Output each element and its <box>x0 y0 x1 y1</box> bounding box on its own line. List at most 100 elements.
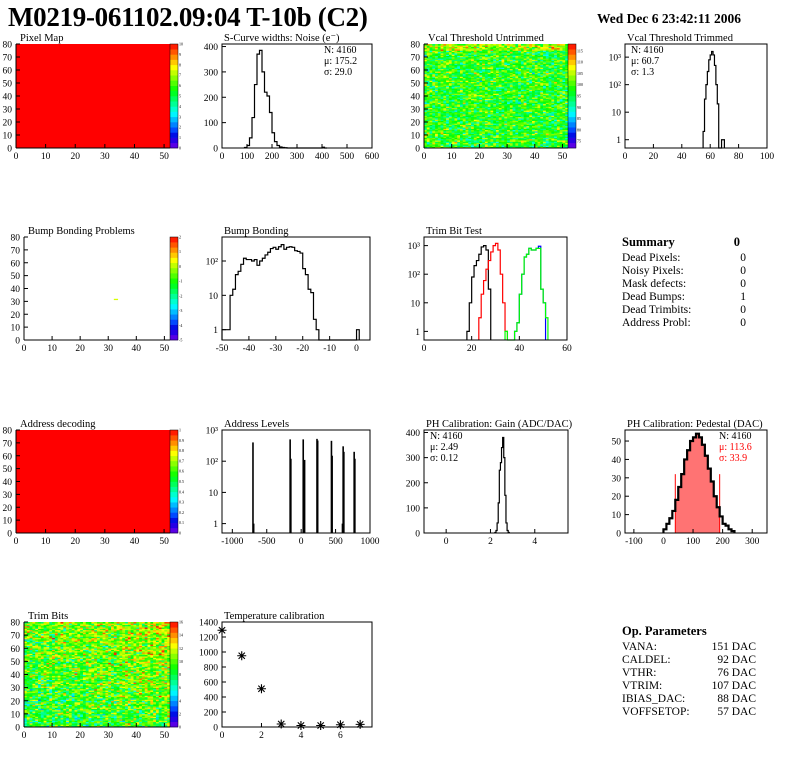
heatmap-cell <box>443 112 447 115</box>
heatmap-cell <box>484 112 488 115</box>
heatmap-cell <box>465 73 469 76</box>
heatmap-cell <box>548 46 552 49</box>
stats-line: N: 4160 <box>719 431 752 442</box>
heatmap-cell <box>501 96 505 98</box>
heatmap-cell <box>518 125 522 128</box>
heatmap-cell <box>512 47 516 50</box>
heatmap-cell <box>446 102 450 105</box>
heatmap-cell <box>496 124 500 127</box>
heatmap-cell <box>448 71 452 73</box>
palette-segment <box>170 96 178 102</box>
heatmap-cell <box>526 124 530 127</box>
heatmap-cell <box>448 44 452 46</box>
heatmap-cell <box>468 71 472 73</box>
heatmap-cell <box>559 94 563 97</box>
heatmap-cell <box>460 64 464 67</box>
palette-segment <box>170 137 178 144</box>
palette-segment <box>568 111 576 118</box>
heatmap-cell <box>432 93 436 95</box>
heatmap-cell <box>532 80 536 82</box>
heatmap-cell <box>554 142 558 145</box>
heatmap-cell <box>543 58 547 60</box>
heatmap-cell <box>482 106 486 108</box>
heatmap-cell <box>507 120 511 123</box>
heatmap-cell <box>529 67 533 69</box>
heatmap-cell <box>435 125 439 128</box>
palette-tick-label: 1 <box>179 249 181 254</box>
heatmap-cell <box>520 66 524 68</box>
heatmap-cell <box>556 141 560 144</box>
heatmap-cell <box>473 118 477 120</box>
heatmap-cell <box>534 127 538 129</box>
heatmap-cell <box>32 711 36 713</box>
heatmap-cell <box>504 141 508 144</box>
palette-tick-label: 0.1 <box>179 520 184 525</box>
heatmap-cell <box>476 120 480 123</box>
heatmap-cell <box>435 44 439 46</box>
heatmap-cell <box>540 49 544 51</box>
heatmap-cell <box>493 92 497 94</box>
heatmap-cell <box>440 114 444 116</box>
heatmap-cell <box>507 67 511 69</box>
heatmap-cell <box>543 83 547 85</box>
heatmap-cell <box>518 133 522 136</box>
heatmap-cell <box>446 72 450 75</box>
heatmap-cell <box>545 60 549 63</box>
heatmap-cell <box>540 110 544 112</box>
heatmap-cell <box>451 50 455 53</box>
heatmap-cell <box>435 115 439 118</box>
heatmap-cell <box>504 83 508 85</box>
heatmap-cell <box>523 88 527 90</box>
heatmap-cell <box>26 649 30 652</box>
heatmap-cell <box>437 135 441 137</box>
heatmap-cell <box>504 135 508 137</box>
heatmap-cell <box>509 93 513 95</box>
heatmap-cell <box>551 58 555 60</box>
heatmap-cell <box>468 55 472 58</box>
heatmap-cell <box>559 86 563 89</box>
heatmap-cell <box>518 76 522 79</box>
heatmap-cell <box>457 145 461 147</box>
heatmap-cell <box>526 55 530 58</box>
heatmap-cell <box>543 77 547 80</box>
heatmap-cell <box>448 55 452 58</box>
heatmap-cell <box>512 135 516 137</box>
heatmap-cell <box>512 138 516 141</box>
heatmap-cell <box>429 142 433 145</box>
heatmap-cell <box>432 55 436 58</box>
heatmap-cell <box>509 102 513 105</box>
heatmap-cell <box>473 45 477 47</box>
heatmap-cell <box>479 111 483 114</box>
heatmap-cell <box>437 127 441 129</box>
heatmap-cell <box>532 127 536 129</box>
heatmap-cell <box>443 64 447 67</box>
heatmap-cell <box>451 115 455 118</box>
heatmap-cell <box>523 94 527 97</box>
heatmap-cell <box>468 131 472 133</box>
heatmap-cell <box>457 98 461 101</box>
heatmap-cell <box>482 85 486 88</box>
heatmap-cell <box>523 102 527 105</box>
heatmap-cell <box>476 119 480 121</box>
heatmap-cell <box>460 127 464 129</box>
heatmap-cell <box>462 107 466 110</box>
heatmap-cell <box>554 68 558 71</box>
heatmap-cell <box>512 63 516 66</box>
heatmap-cell <box>543 112 547 115</box>
heatmap-cell <box>451 119 455 121</box>
x-tick-label: 0 <box>354 344 359 354</box>
heatmap-cell <box>493 102 497 105</box>
heatmap-cell <box>512 142 516 145</box>
heatmap-cell <box>468 133 472 136</box>
heatmap-cell <box>537 66 541 68</box>
heatmap-cell <box>471 92 475 94</box>
heatmap-cell <box>504 63 508 66</box>
heatmap-cell <box>460 93 464 95</box>
heatmap-cell <box>487 115 491 118</box>
heatmap-cell <box>507 58 511 60</box>
heatmap-cell <box>504 62 508 64</box>
heatmap-cell <box>545 99 549 102</box>
heatmap-cell <box>540 63 544 66</box>
heatmap-cell <box>512 90 516 93</box>
heatmap-cell <box>509 86 513 89</box>
